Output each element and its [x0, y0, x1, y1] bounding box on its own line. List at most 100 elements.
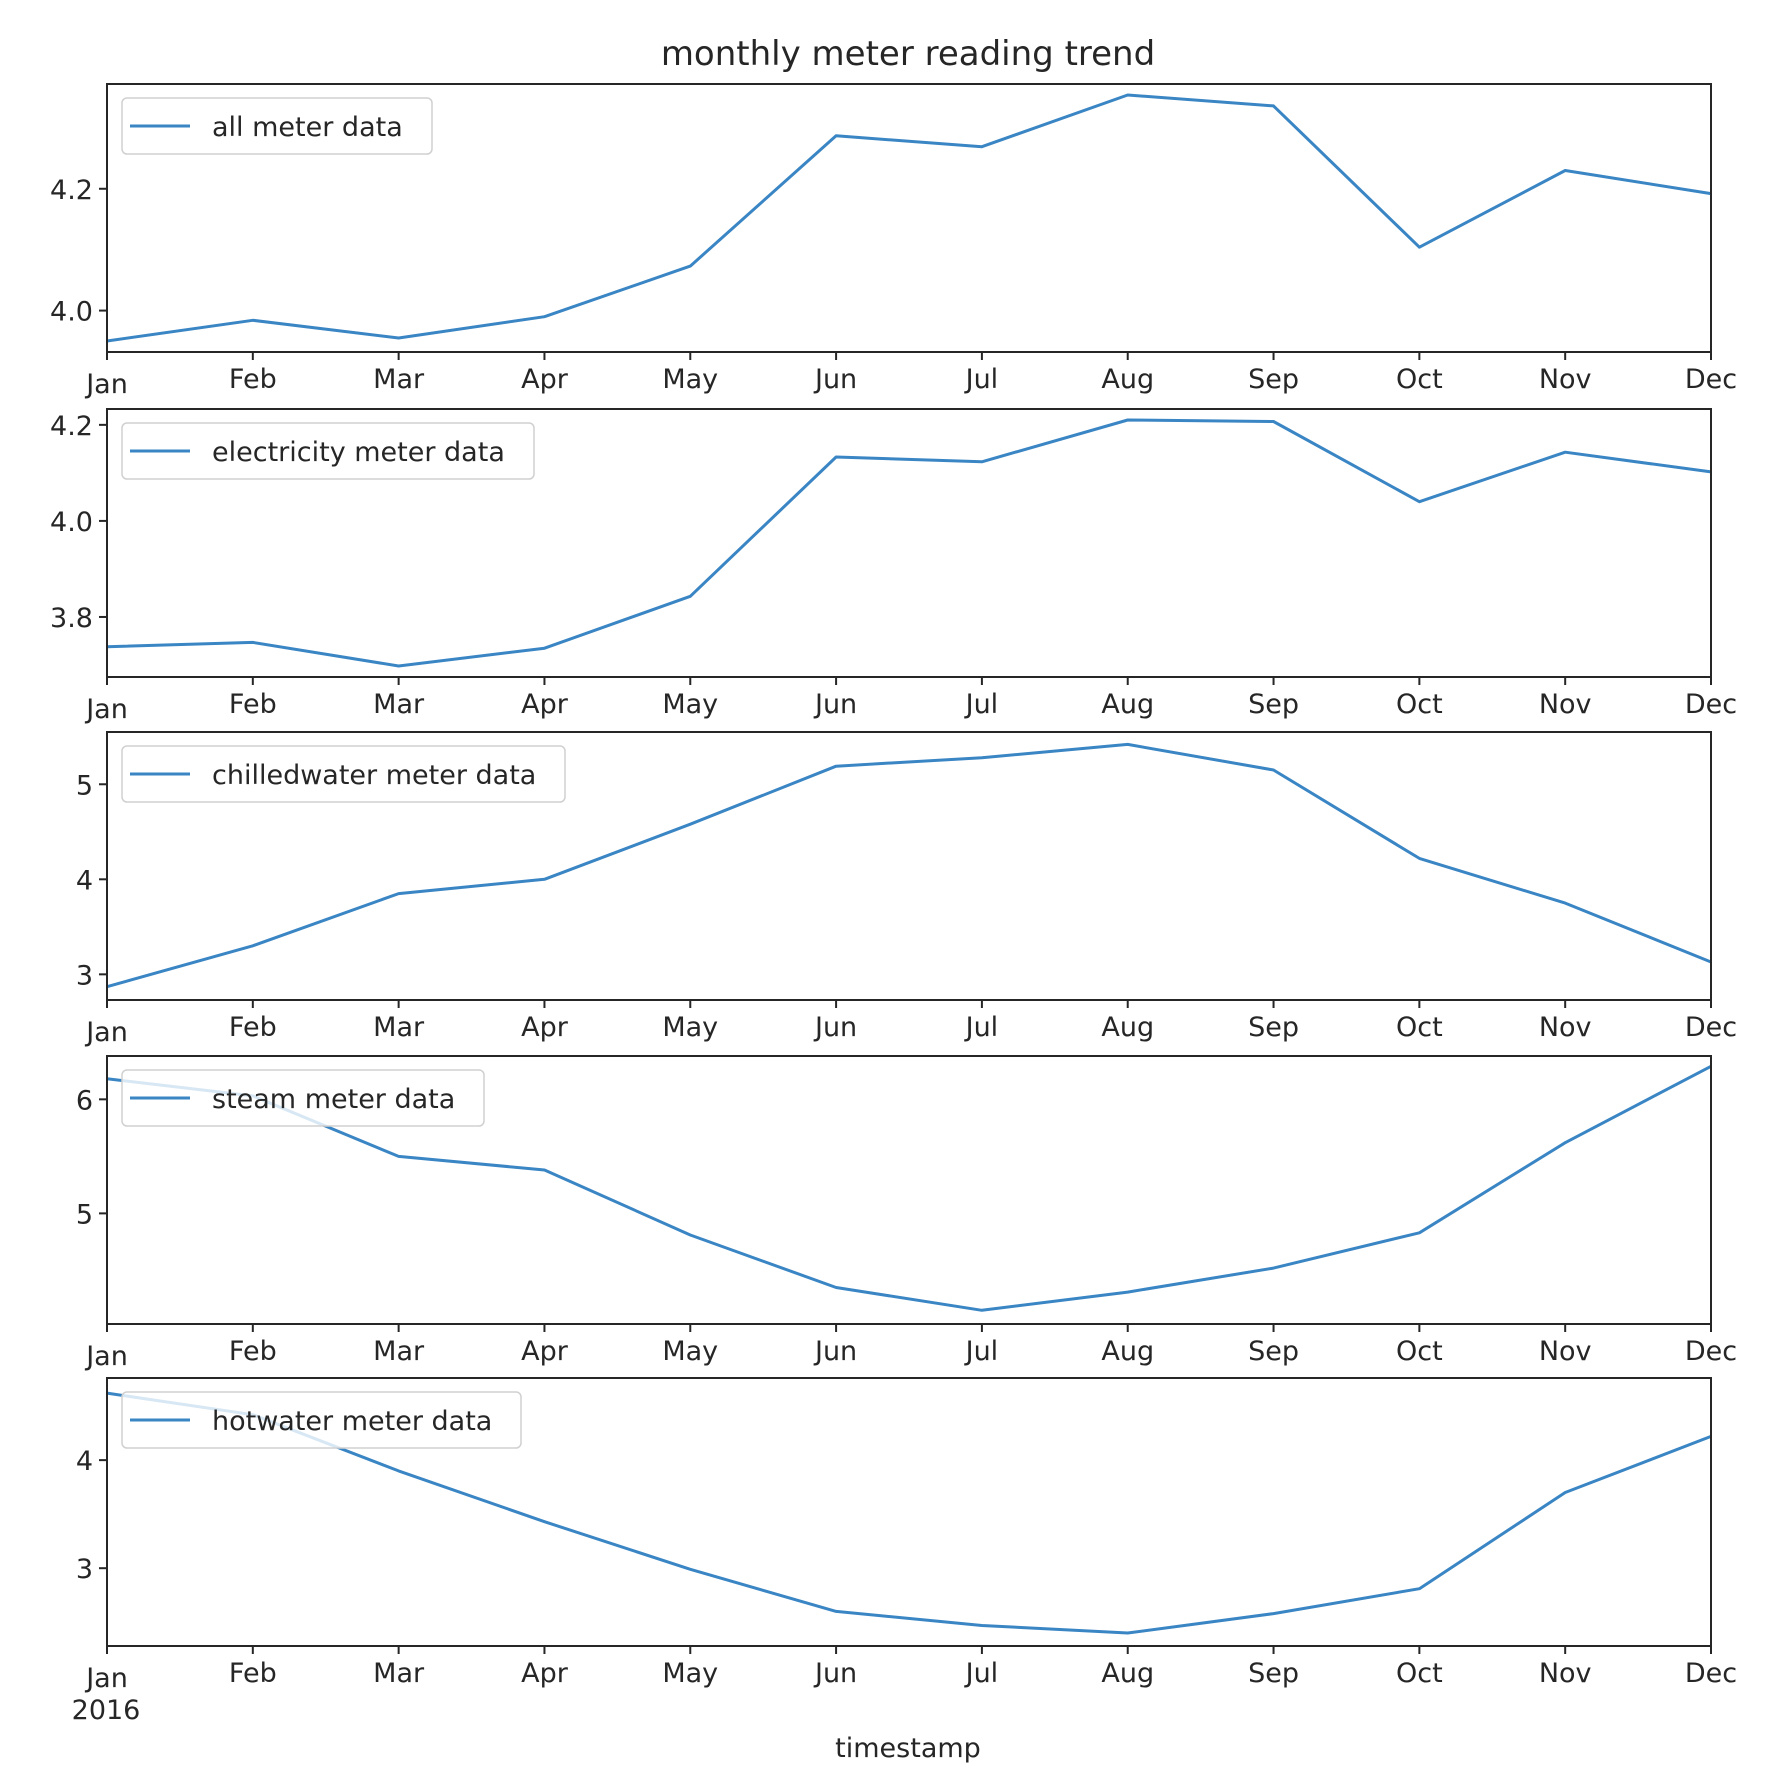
x-tick-label: Jun: [813, 1012, 857, 1043]
legend-box: [121, 97, 433, 155]
legend-hotwater-meter-data: hotwater meter data: [121, 1391, 522, 1449]
x-tick-label: Jul: [964, 364, 999, 395]
x-tick-label: Aug: [1101, 1012, 1154, 1043]
subplot-all-meter-data: 4.0 4.2 Jan Feb Mar Apr May Jun Jul Aug Sep Oct Nov D…: [50, 83, 1737, 400]
x-tick-label: Oct: [1396, 1658, 1443, 1689]
legend-box: [121, 745, 566, 803]
x-tick-label: Apr: [521, 1336, 569, 1367]
y-tick-label: 3: [76, 960, 93, 991]
legend-box: [121, 1391, 522, 1449]
y-tick-label: 4.2: [50, 175, 93, 206]
x-tick-label: Mar: [373, 1658, 425, 1689]
x-tick-label: Oct: [1396, 1336, 1443, 1367]
x-tick-label: Jul: [964, 1012, 999, 1043]
legend-all-meter-data: all meter data: [121, 97, 433, 155]
y-tick-label: 4: [76, 865, 93, 896]
y-tick-label: 5: [76, 1199, 93, 1230]
axes-frame: [106, 1377, 1712, 1647]
legend-label: hotwater meter data: [212, 1406, 492, 1437]
x-tick-label: Nov: [1539, 689, 1592, 720]
x-tick-label: Mar: [373, 1336, 425, 1367]
axes-frame: [106, 83, 1712, 353]
x-tick-label: Sep: [1248, 1336, 1299, 1367]
x-tick-label: Jan: [84, 1663, 128, 1694]
x-tick-label: Jan: [84, 1017, 128, 1048]
x-tick-label: May: [662, 1658, 718, 1689]
x-tick-label: Dec: [1685, 1658, 1737, 1689]
x-tick-label: Jun: [813, 689, 857, 720]
x-tick-label: Nov: [1539, 1658, 1592, 1689]
y-tick-label: 3: [76, 1554, 93, 1585]
x-tick-label: May: [662, 364, 718, 395]
legend-label: all meter data: [212, 112, 403, 143]
x-tick-label: Dec: [1685, 1336, 1737, 1367]
series-line-steam-meter-data: [106, 1064, 1712, 1312]
series-line-chilledwater-meter-data: [106, 742, 1712, 989]
x-tick-label: Sep: [1248, 689, 1299, 720]
x-tick-label: Jun: [813, 1658, 857, 1689]
x-tick-label: Mar: [373, 1012, 425, 1043]
x-tick-label: Nov: [1539, 364, 1592, 395]
x-tick-label: Oct: [1396, 689, 1443, 720]
x-tick-label: Sep: [1248, 364, 1299, 395]
subplot-electricity-meter-data: 3.8 4.0 4.2 Jan Feb Mar Apr May Jun Jul Aug Sep Oct N…: [50, 408, 1737, 725]
x-tick-label: Oct: [1396, 1012, 1443, 1043]
x-tick-label: Jul: [964, 1336, 999, 1367]
x-tick-label: Apr: [521, 1012, 569, 1043]
x-tick-label: Jun: [813, 364, 857, 395]
x-axis-label: timestamp: [835, 1733, 981, 1764]
legend-electricity-meter-data: electricity meter data: [121, 422, 535, 480]
chart-title: monthly meter reading trend: [661, 34, 1155, 74]
x-tick-label: Feb: [229, 1336, 277, 1367]
x-tick-label: Apr: [521, 1658, 569, 1689]
x-tick-label: Jul: [964, 689, 999, 720]
x-tick-label: Feb: [229, 364, 277, 395]
subplot-hotwater-meter-data: 3 4 Jan Feb Mar Apr May Jun Jul Aug Sep Oct Nov Dec ho…: [76, 1377, 1737, 1694]
x-tick-label: Jan: [84, 694, 128, 725]
x-year-label: 2016: [72, 1695, 141, 1726]
x-tick-label: Feb: [229, 1012, 277, 1043]
x-tick-label: May: [662, 1336, 718, 1367]
legend-label: electricity meter data: [212, 437, 505, 468]
x-tick-label: Jul: [964, 1658, 999, 1689]
legend-steam-meter-data: steam meter data: [121, 1069, 485, 1127]
subplot-steam-meter-data: 5 6 Jan Feb Mar Apr May Jun Jul Aug Sep Oct Nov Dec st…: [76, 1055, 1737, 1372]
x-tick-label: Nov: [1539, 1012, 1592, 1043]
x-tick-label: Aug: [1101, 364, 1154, 395]
x-tick-label: Nov: [1539, 1336, 1592, 1367]
legend-box: [121, 422, 535, 480]
legend-label: steam meter data: [212, 1084, 455, 1115]
x-tick-label: Jan: [84, 1341, 128, 1372]
x-tick-label: Jun: [813, 1336, 857, 1367]
subplot-chilledwater-meter-data: 3 4 5 Jan Feb Mar Apr May Jun Jul Aug Sep Oct Nov Dec c…: [76, 731, 1737, 1048]
y-tick-label: 5: [76, 770, 93, 801]
x-tick-label: Feb: [229, 1658, 277, 1689]
subplots: 4.0 4.2 Jan Feb Mar Apr May Jun Jul Aug Sep Oct Nov D…: [50, 83, 1737, 1694]
series-line-hotwater-meter-data: [106, 1391, 1712, 1635]
x-tick-label: Mar: [373, 364, 425, 395]
x-tick-label: Aug: [1101, 1336, 1154, 1367]
series-line-electricity-meter-data: [106, 418, 1712, 668]
x-tick-label: Apr: [521, 364, 569, 395]
x-tick-label: Jan: [84, 369, 128, 400]
y-tick-label: 4.0: [50, 297, 93, 328]
x-tick-label: Feb: [229, 689, 277, 720]
axes-frame: [106, 408, 1712, 678]
axes-frame: [106, 731, 1712, 1001]
x-tick-label: May: [662, 1012, 718, 1043]
y-tick-label: 4: [76, 1446, 93, 1477]
legend-label: chilledwater meter data: [212, 760, 536, 791]
legend-chilledwater-meter-data: chilledwater meter data: [121, 745, 566, 803]
x-tick-label: Sep: [1248, 1658, 1299, 1689]
x-tick-label: May: [662, 689, 718, 720]
x-tick-label: Sep: [1248, 1012, 1299, 1043]
series-line-all-meter-data: [106, 93, 1712, 343]
x-tick-label: Dec: [1685, 1012, 1737, 1043]
x-tick-label: Apr: [521, 689, 569, 720]
x-tick-label: Dec: [1685, 364, 1737, 395]
legend-box: [121, 1069, 485, 1127]
y-tick-label: 6: [76, 1085, 93, 1116]
x-tick-label: Oct: [1396, 364, 1443, 395]
axes-frame: [106, 1055, 1712, 1325]
